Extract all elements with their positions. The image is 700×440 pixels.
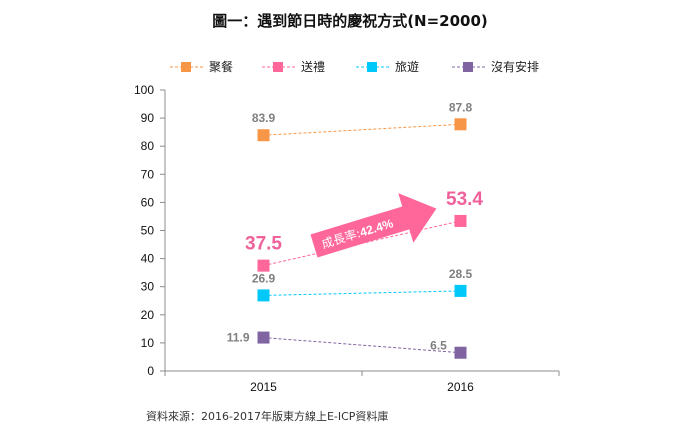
legend: 聚餐 送禮 旅遊 沒有安排	[170, 59, 539, 74]
data-label: 83.9	[252, 111, 276, 125]
legend-marker	[181, 62, 191, 72]
data-point	[454, 284, 467, 297]
data-point	[454, 118, 467, 131]
y-tick-label: 90	[141, 111, 155, 125]
y-tick-label: 10	[141, 336, 155, 350]
data-point	[257, 259, 270, 272]
legend-marker	[367, 62, 377, 72]
y-tick-label: 70	[141, 167, 155, 181]
data-label: 11.9	[227, 331, 250, 345]
chart-title: 圖一：遇到節日時的慶祝方式(N=2000)	[212, 12, 488, 30]
y-tick-label: 80	[141, 139, 155, 153]
series-1: 83.9 87.8	[252, 100, 473, 142]
legend-label: 沒有安排	[491, 59, 539, 74]
data-point	[257, 129, 270, 142]
data-point	[454, 214, 467, 227]
legend-item: 聚餐	[170, 59, 233, 74]
series-line	[263, 337, 461, 354]
legend-item: 沒有安排	[452, 59, 539, 74]
data-point	[454, 346, 467, 359]
series-line	[263, 290, 461, 296]
growth-arrow: 成長率:42.4%	[310, 193, 437, 258]
data-label: 26.9	[252, 271, 276, 285]
arrow-shape	[310, 193, 437, 258]
legend-item: 旅遊	[356, 59, 419, 74]
legend-label: 聚餐	[209, 59, 233, 74]
legend-label: 旅遊	[395, 59, 419, 74]
legend-marker	[463, 62, 473, 72]
source-note: 資料來源：2016-2017年版東方線上E-ICP資料庫	[146, 409, 388, 423]
y-tick-label: 30	[141, 280, 155, 294]
x-tick-label: 2016	[447, 380, 474, 394]
y-tick-label: 60	[141, 195, 155, 209]
data-label: 53.4	[446, 189, 483, 210]
axes: 0 10 20 30 40 50 60 70 80 90 100 2015 2016	[134, 83, 560, 394]
y-tick-label: 0	[147, 364, 154, 378]
data-label: 87.8	[449, 100, 473, 114]
legend-label: 送禮	[301, 59, 325, 74]
series-4: 11.9 6.5	[227, 331, 467, 359]
data-label: 37.5	[245, 234, 282, 255]
y-tick-label: 40	[141, 252, 155, 266]
legend-marker	[273, 62, 283, 72]
data-label: 28.5	[449, 267, 473, 281]
x-tick-label: 2015	[250, 380, 277, 394]
y-tick-label: 20	[141, 308, 155, 322]
y-tick-label: 50	[141, 224, 155, 238]
y-tick-label: 100	[134, 83, 154, 97]
series-3: 26.9 28.5	[252, 267, 473, 302]
growth-annotation: 成長率:42.4%	[310, 193, 437, 258]
data-point	[257, 331, 270, 344]
series-line	[263, 123, 461, 136]
legend-item: 送禮	[262, 59, 325, 74]
data-label: 6.5	[430, 339, 447, 353]
data-point	[257, 289, 270, 302]
